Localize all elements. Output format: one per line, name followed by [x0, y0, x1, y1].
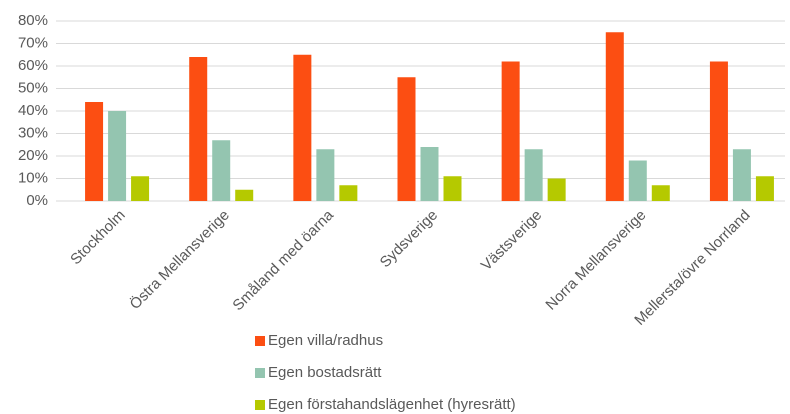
x-tick-label: Småland med öarna [229, 206, 337, 314]
bar [189, 57, 208, 201]
x-tick-label: Mellersta/övre Norrland [631, 207, 753, 329]
bar [420, 147, 439, 201]
legend-swatch [255, 400, 265, 410]
bar [85, 102, 104, 201]
legend-swatch [255, 336, 265, 346]
legend-swatch [255, 368, 265, 378]
legend-label: Egen förstahandslägenhet (hyresrätt) [268, 396, 516, 413]
x-tick-label: Östra Mellansverige [126, 206, 233, 313]
y-tick-label: 60% [18, 57, 48, 74]
y-tick-label: 40% [18, 102, 48, 119]
bar [501, 61, 520, 201]
legend-label: Egen bostadsrätt [268, 364, 382, 381]
bar [212, 140, 231, 201]
bar [524, 149, 543, 201]
bar [628, 160, 647, 201]
bar [108, 111, 127, 201]
bar [316, 149, 335, 201]
y-tick-label: 30% [18, 124, 48, 141]
y-tick-label: 80% [18, 12, 48, 29]
bar [293, 54, 312, 201]
bar [755, 176, 774, 201]
bar [397, 77, 416, 201]
y-tick-label: 50% [18, 79, 48, 96]
y-tick-label: 0% [26, 192, 48, 209]
x-tick-label: Norra Mellansverige [542, 207, 649, 314]
bar [235, 189, 254, 201]
y-tick-label: 10% [18, 169, 48, 186]
bar [651, 185, 670, 201]
bar [547, 178, 566, 201]
y-tick-label: 70% [18, 34, 48, 51]
bar [709, 61, 728, 201]
bar [131, 176, 150, 201]
bar [339, 185, 358, 201]
bar [605, 32, 624, 201]
bar [732, 149, 751, 201]
y-tick-label: 20% [18, 147, 48, 164]
x-tick-label: Sydsverige [377, 207, 441, 271]
x-tick-label: Stockholm [67, 207, 129, 269]
bar [443, 176, 462, 201]
legend-label: Egen villa/radhus [268, 332, 383, 349]
x-tick-label: Västsverige [478, 207, 545, 274]
